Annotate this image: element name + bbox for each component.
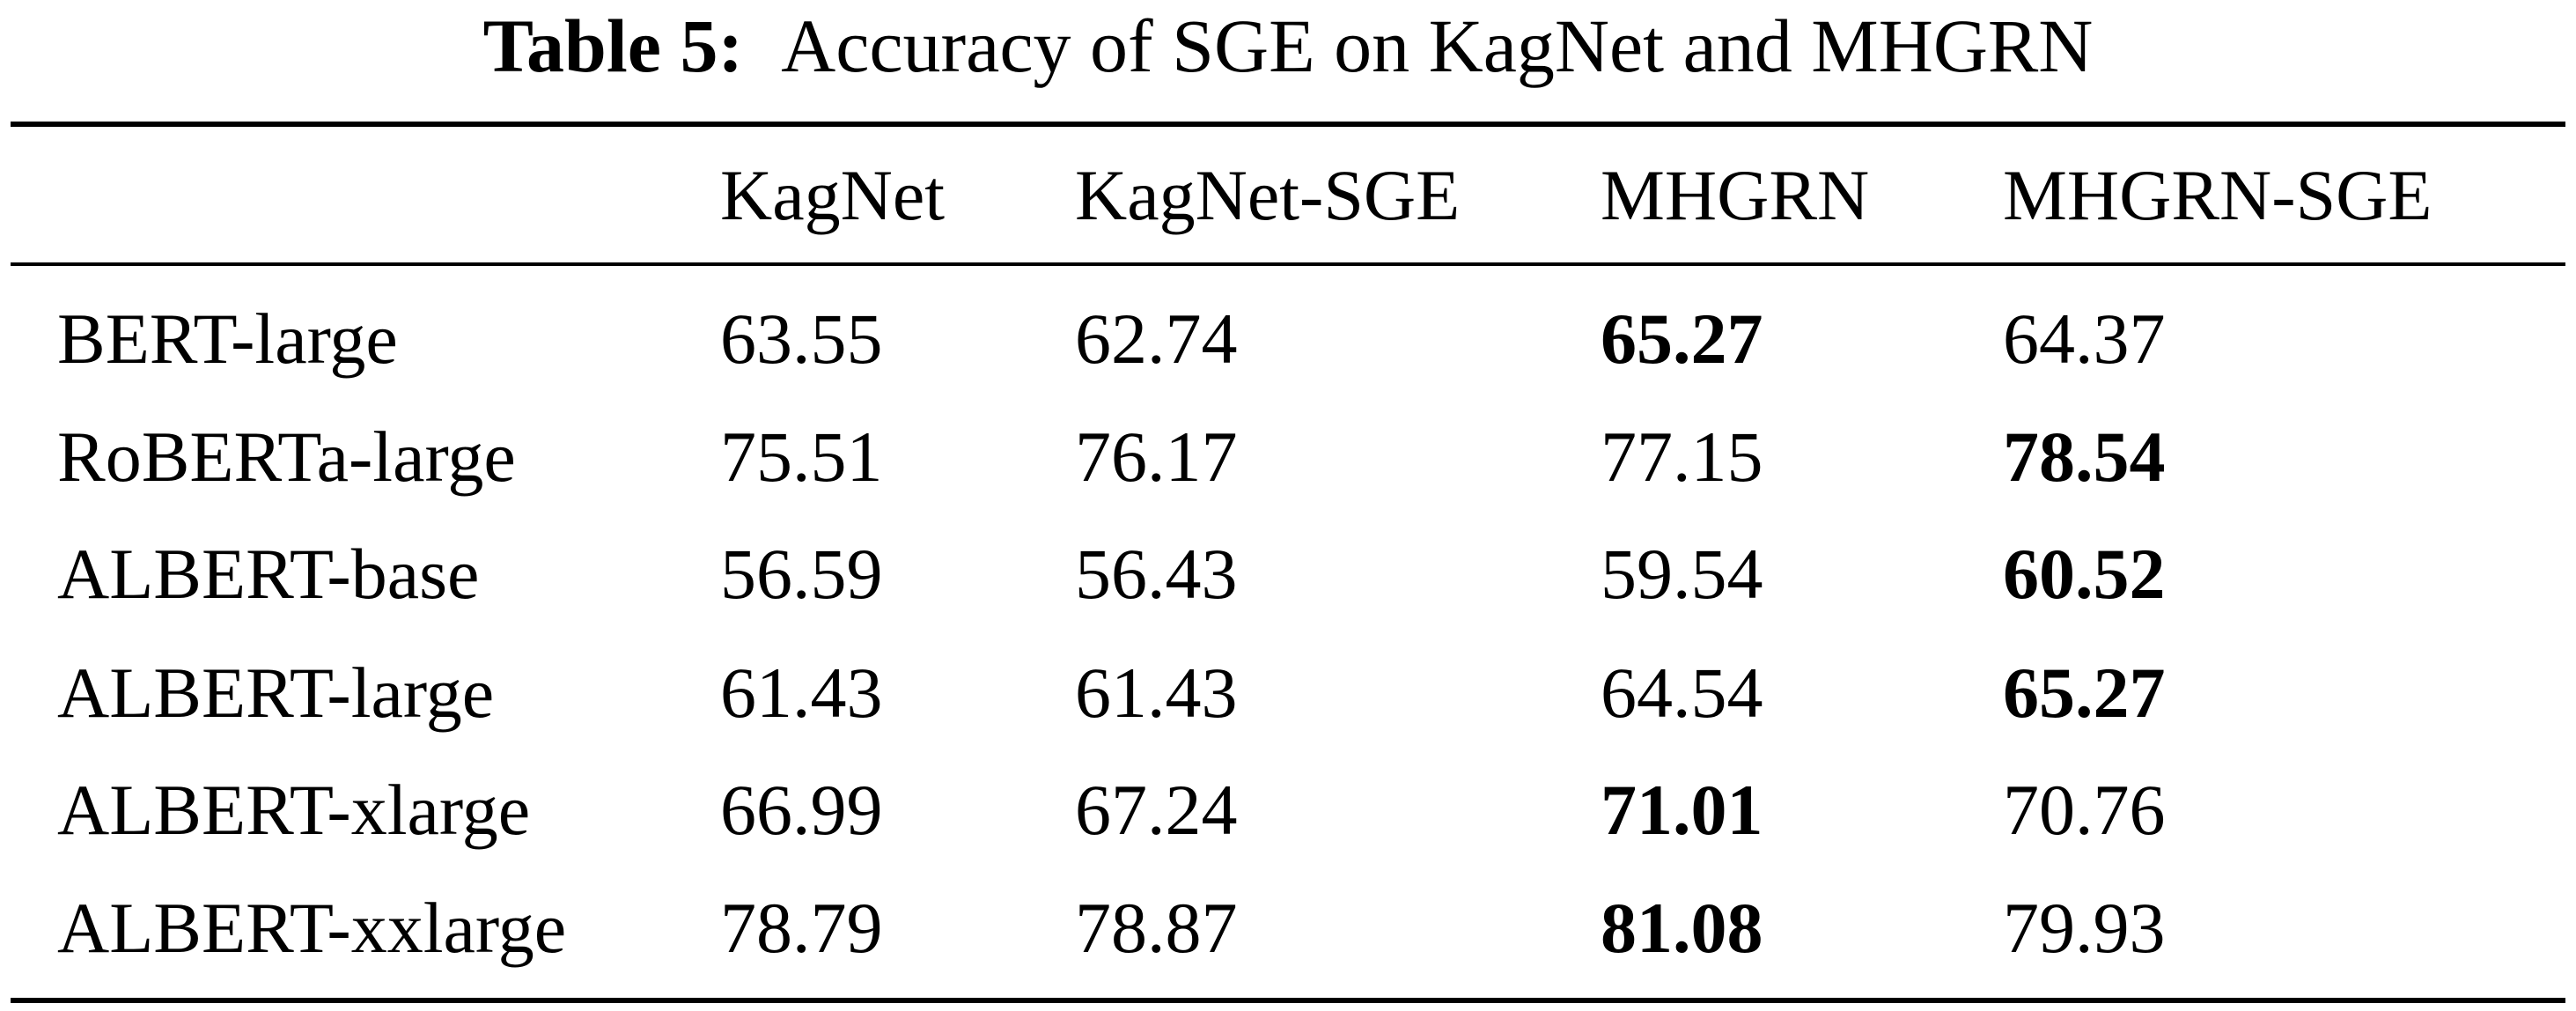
cell-mhgrn-best: 71.01	[1601, 770, 1763, 850]
cell-mhgrn-best: 81.08	[1601, 888, 1763, 968]
cell-kagnet-sge: 61.43	[1075, 653, 1238, 733]
header-rule	[11, 262, 2565, 266]
cell-kagnet-sge: 62.74	[1075, 299, 1238, 379]
cell-mhgrn-sge: 79.93	[2003, 888, 2166, 968]
cell-kagnet-sge: 67.24	[1075, 770, 1238, 850]
row-label: ALBERT-xlarge	[57, 770, 531, 850]
table-caption-text: Accuracy of SGE on KagNet and MHGRN	[781, 4, 2094, 88]
header-mhgrn: MHGRN	[1601, 155, 1870, 235]
row-label: ALBERT-base	[57, 534, 480, 614]
table-caption-label: Table 5:	[482, 4, 744, 88]
header-kagnet-sge: KagNet-SGE	[1075, 155, 1461, 235]
bottom-rule	[11, 998, 2565, 1003]
cell-kagnet-sge: 76.17	[1075, 417, 1238, 497]
cell-mhgrn: 59.54	[1601, 534, 1763, 614]
cell-mhgrn: 64.54	[1601, 653, 1763, 733]
cell-kagnet-sge: 78.87	[1075, 888, 1238, 968]
cell-mhgrn-sge-best: 65.27	[2003, 653, 2166, 733]
cell-mhgrn: 77.15	[1601, 417, 1763, 497]
table-caption: Table 5: Accuracy of SGE on KagNet and M…	[0, 2, 2576, 90]
cell-mhgrn-sge: 64.37	[2003, 299, 2166, 379]
cell-kagnet: 63.55	[720, 299, 883, 379]
cell-mhgrn-sge-best: 60.52	[2003, 534, 2166, 614]
row-label: RoBERTa-large	[57, 417, 516, 497]
cell-kagnet: 56.59	[720, 534, 883, 614]
cell-mhgrn-sge-best: 78.54	[2003, 417, 2166, 497]
cell-kagnet-sge: 56.43	[1075, 534, 1238, 614]
header-kagnet: KagNet	[720, 155, 946, 235]
top-rule	[11, 122, 2565, 127]
cell-kagnet: 61.43	[720, 653, 883, 733]
row-label: ALBERT-large	[57, 653, 495, 733]
row-label: BERT-large	[57, 299, 398, 379]
cell-mhgrn-sge: 70.76	[2003, 770, 2166, 850]
cell-kagnet: 66.99	[720, 770, 883, 850]
cell-mhgrn-best: 65.27	[1601, 299, 1763, 379]
cell-kagnet: 78.79	[720, 888, 883, 968]
header-mhgrn-sge: MHGRN-SGE	[2003, 155, 2432, 235]
row-label: ALBERT-xxlarge	[57, 888, 567, 968]
cell-kagnet: 75.51	[720, 417, 883, 497]
